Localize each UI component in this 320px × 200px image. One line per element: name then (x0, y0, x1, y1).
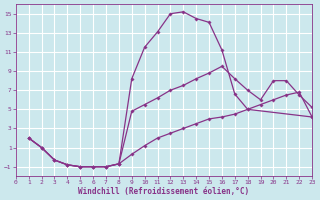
X-axis label: Windchill (Refroidissement éolien,°C): Windchill (Refroidissement éolien,°C) (78, 187, 250, 196)
